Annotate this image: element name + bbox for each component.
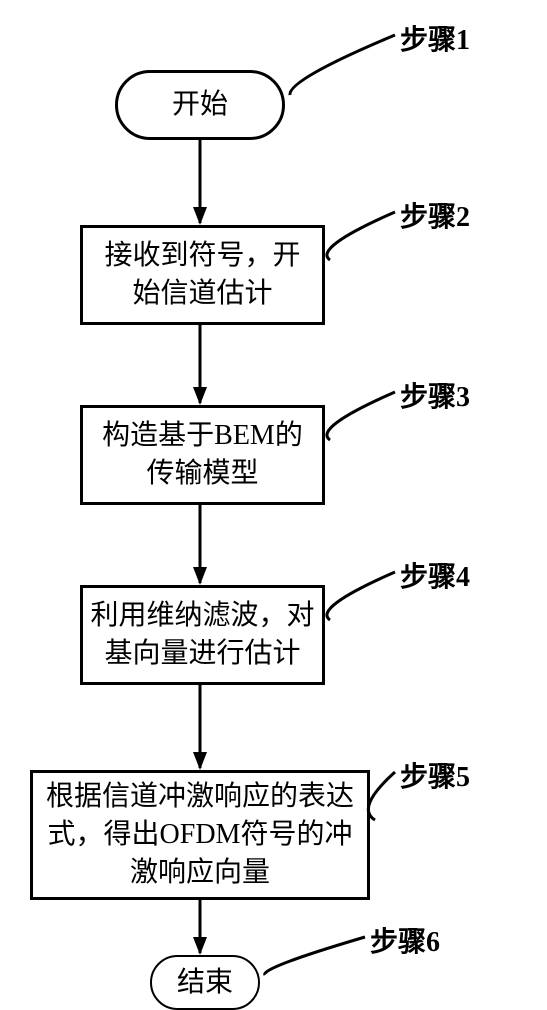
- node-step5: 根据信道冲激响应的表达 式，得出OFDM符号的冲 激响应向量: [30, 770, 370, 900]
- step-label-2-text: 步骤2: [400, 202, 470, 233]
- node-step5-text: 根据信道冲激响应的表达 式，得出OFDM符号的冲 激响应向量: [46, 778, 354, 891]
- node-end: 结束: [150, 955, 260, 1010]
- flowchart-canvas: 开始 接收到符号，开 始信道估计 构造基于BEM的 传输模型 利用维纳滤波，对 …: [0, 0, 547, 1000]
- node-start-text: 开始: [172, 86, 228, 124]
- step-label-4-text: 步骤4: [400, 562, 470, 593]
- step-label-6: 步骤6: [370, 920, 440, 960]
- step-label-5-text: 步骤5: [400, 762, 470, 793]
- step-label-5: 步骤5: [400, 755, 470, 795]
- node-step3: 构造基于BEM的 传输模型: [80, 405, 325, 505]
- node-end-text: 结束: [177, 964, 233, 1002]
- step-label-2: 步骤2: [400, 195, 470, 235]
- node-step3-text: 构造基于BEM的 传输模型: [102, 417, 303, 493]
- node-step2: 接收到符号，开 始信道估计: [80, 225, 325, 325]
- step-label-4: 步骤4: [400, 555, 470, 595]
- step-label-3: 步骤3: [400, 375, 470, 415]
- node-start: 开始: [115, 70, 285, 140]
- step-label-1: 步骤1: [400, 18, 470, 58]
- step-label-1-text: 步骤1: [400, 25, 470, 56]
- node-step4: 利用维纳滤波，对 基向量进行估计: [80, 585, 325, 685]
- node-step2-text: 接收到符号，开 始信道估计: [104, 237, 300, 313]
- node-step4-text: 利用维纳滤波，对 基向量进行估计: [90, 597, 314, 673]
- step-label-6-text: 步骤6: [370, 927, 440, 958]
- step-label-3-text: 步骤3: [400, 382, 470, 413]
